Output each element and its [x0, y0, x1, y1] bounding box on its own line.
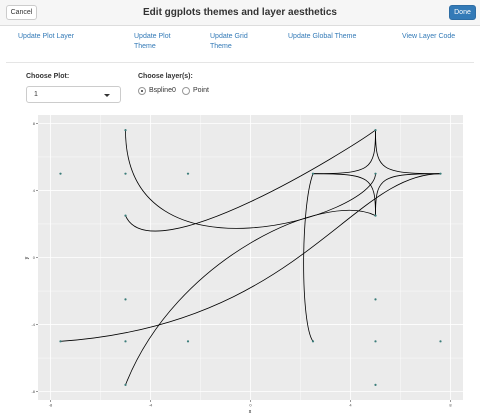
done-button[interactable]: Done [449, 5, 476, 20]
data-point [186, 172, 190, 175]
tab-label: View Layer Code [402, 33, 456, 40]
tab-update-plot-layer[interactable]: Update Plot Layer [18, 32, 74, 42]
tab-view-layer-code[interactable]: View Layer Code [402, 32, 455, 42]
grid-lines [38, 115, 463, 400]
y-tick-label: 0 [33, 255, 36, 260]
data-point [59, 172, 62, 175]
data-point [124, 214, 127, 217]
choose-layer-label: Choose layer(s): [138, 73, 193, 80]
bspline-curve [375, 173, 441, 216]
data-point [374, 214, 377, 217]
x-tick-label: 4 [349, 403, 352, 408]
y-tick-label: 8 [33, 121, 36, 126]
tab-label: Update Plot Layer [18, 33, 75, 40]
data-point [311, 172, 315, 175]
x-tick-label: -8 [49, 403, 53, 408]
plot-select-value: 1 [34, 91, 38, 98]
y-axis: 8 4 0 -4 -8 [31, 121, 38, 394]
tab-bar: Update Plot Layer Update Plot Theme Upda… [0, 26, 480, 62]
modal-header: Cancel Edit ggplots themes and layer aes… [0, 0, 480, 26]
data-point [311, 340, 315, 343]
tab-label: Update Grid [210, 33, 248, 40]
data-point [124, 298, 127, 301]
data-point [124, 340, 127, 343]
data-point [59, 340, 62, 343]
caret-down-icon [104, 94, 110, 97]
plot-select[interactable]: 1 [26, 86, 121, 103]
bspline-curve [303, 173, 314, 342]
data-point [124, 128, 127, 132]
radio-label: Bspline0 [149, 87, 176, 94]
bspline-layer [60, 129, 441, 386]
radio-unchecked-icon [182, 87, 190, 95]
data-point [439, 340, 442, 343]
choose-plot-label: Choose Plot: [26, 73, 70, 80]
layer-radio-point[interactable]: Point [182, 86, 216, 96]
y-axis-title: y [24, 256, 30, 259]
tab-update-grid-theme[interactable]: Update Grid Theme [210, 32, 248, 52]
y-tick-label: -4 [31, 322, 35, 327]
x-axis: -8 -4 0 4 8 [49, 400, 452, 408]
radio-label: Point [193, 87, 209, 94]
data-point [439, 172, 442, 175]
bspline-curve [312, 130, 376, 175]
data-point [124, 172, 127, 175]
tab-label-line2: Theme [134, 43, 156, 50]
data-point [374, 383, 377, 387]
modal-title: Edit ggplots themes and layer aesthetics [143, 7, 337, 18]
x-tick-label: 8 [449, 403, 452, 408]
data-point [124, 383, 127, 387]
data-point [374, 128, 377, 132]
tab-label: Update Plot [134, 33, 171, 40]
bspline-curve [125, 129, 376, 232]
data-point [374, 172, 377, 175]
divider [6, 62, 474, 63]
point-layer [59, 128, 442, 387]
tab-label: Update Global Theme [288, 33, 357, 40]
data-point [374, 298, 377, 301]
bspline-curve [125, 210, 376, 386]
y-tick-label: -8 [31, 389, 35, 394]
layer-radio-bspline0[interactable]: Bspline0 [138, 86, 182, 96]
cancel-button[interactable]: Cancel [6, 5, 37, 20]
tab-update-global-theme[interactable]: Update Global Theme [288, 32, 356, 42]
bspline-curve [60, 173, 441, 342]
x-tick-label: -4 [149, 403, 153, 408]
radio-checked-icon [138, 87, 146, 95]
y-tick-label: 4 [33, 188, 36, 193]
data-point [374, 340, 377, 343]
tab-label-line2: Theme [210, 43, 232, 50]
tab-update-plot-theme[interactable]: Update Plot Theme [134, 32, 171, 52]
x-axis-title: x [249, 409, 252, 415]
data-point [186, 340, 190, 343]
x-tick-label: 0 [249, 403, 252, 408]
ggplot-chart: -8 -4 0 4 8 8 4 0 -4 -8 x y [24, 115, 463, 415]
bspline-curve [125, 130, 376, 229]
